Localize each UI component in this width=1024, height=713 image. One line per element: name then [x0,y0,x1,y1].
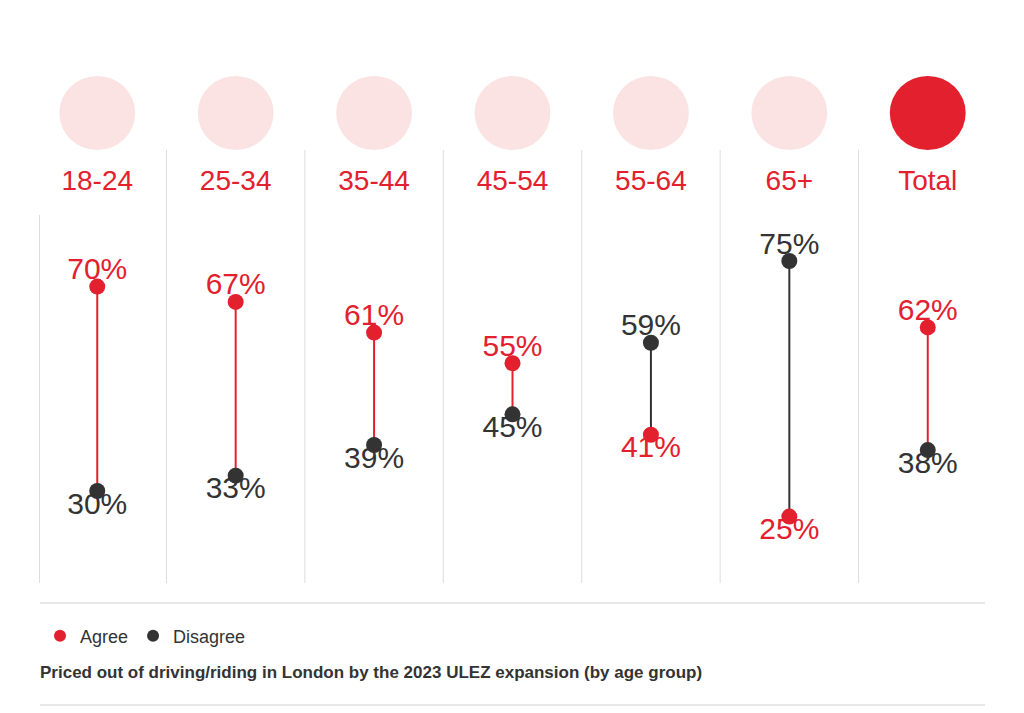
svg-text:Disagree: Disagree [173,627,245,647]
svg-text:25-34: 25-34 [200,165,272,196]
svg-text:Total: Total [898,165,957,196]
svg-text:Agree: Agree [80,627,128,647]
svg-text:65+: 65+ [766,165,814,196]
svg-text:75%: 75% [759,227,819,260]
svg-text:25%: 25% [759,512,819,545]
svg-text:39%: 39% [344,441,404,474]
svg-text:41%: 41% [621,430,681,463]
svg-text:62%: 62% [898,293,958,326]
svg-text:33%: 33% [206,471,266,504]
svg-text:55-64: 55-64 [615,165,687,196]
svg-text:45%: 45% [482,410,542,443]
svg-text:38%: 38% [898,446,958,479]
svg-text:70%: 70% [67,252,127,285]
svg-text:67%: 67% [206,267,266,300]
svg-text:61%: 61% [344,298,404,331]
svg-text:18-24: 18-24 [61,165,133,196]
svg-text:59%: 59% [621,308,681,341]
svg-text:45-54: 45-54 [477,165,549,196]
svg-text:35-44: 35-44 [338,165,410,196]
svg-text:55%: 55% [482,329,542,362]
svg-text:Priced out of driving/riding i: Priced out of driving/riding in London b… [40,663,702,682]
svg-text:30%: 30% [67,487,127,520]
